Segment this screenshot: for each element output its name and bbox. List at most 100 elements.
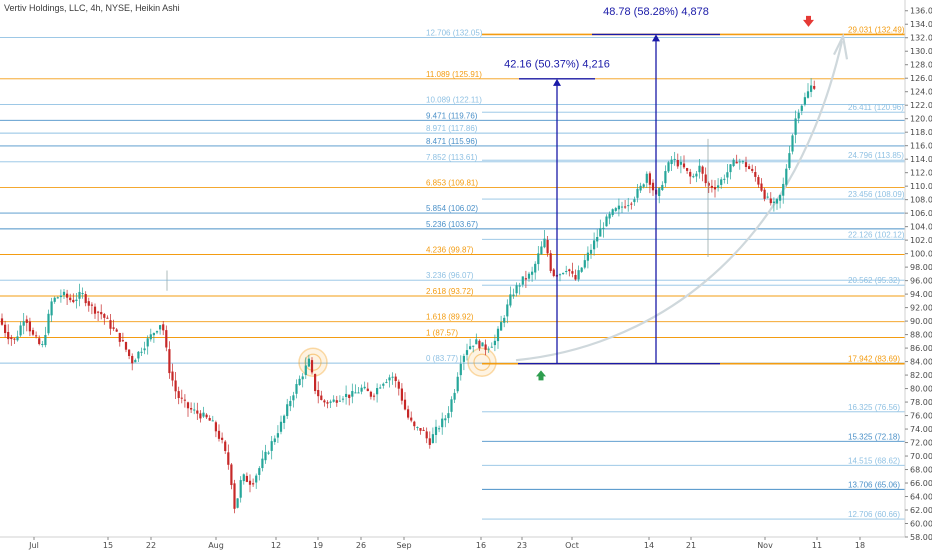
candle-body xyxy=(208,418,211,421)
candle-body xyxy=(50,301,53,316)
candle-body xyxy=(503,317,506,323)
candle-body xyxy=(775,198,779,204)
fib-level-label: 8.471 (115.96) xyxy=(426,137,478,146)
candle-body xyxy=(515,285,518,294)
fib-level-label: 13.706 (65.06) xyxy=(848,480,900,489)
candle-body xyxy=(307,358,310,367)
candle-body xyxy=(692,176,695,178)
candle-body xyxy=(611,209,614,216)
candle-body xyxy=(270,441,273,451)
y-tick-label: 94.00 xyxy=(910,290,932,299)
candle-body xyxy=(283,415,286,423)
x-tick-label: 23 xyxy=(517,541,527,550)
candle-body xyxy=(31,330,35,335)
candle-body xyxy=(276,433,279,438)
candle-body xyxy=(59,295,62,298)
candle-body xyxy=(732,159,735,167)
candle-body xyxy=(800,105,803,111)
candle-body xyxy=(255,475,258,483)
y-tick-label: 90.00 xyxy=(910,317,932,326)
candle-body xyxy=(431,434,434,443)
candle-body xyxy=(620,206,624,208)
candle-body xyxy=(348,394,351,399)
candle-body xyxy=(751,168,754,171)
candle-body xyxy=(540,246,543,255)
candle-body xyxy=(397,381,400,389)
x-tick-label: 14 xyxy=(644,541,654,550)
candle-body xyxy=(351,391,354,397)
candle-body xyxy=(84,294,87,304)
y-tick-label: 126.00 xyxy=(910,74,932,83)
candle-body xyxy=(326,402,329,404)
candle-body xyxy=(128,349,131,357)
candle-body xyxy=(211,420,214,422)
fib-level-label: 8.971 (117.86) xyxy=(426,124,478,133)
candle-body xyxy=(177,391,180,399)
candle-body xyxy=(369,391,372,397)
candle-body xyxy=(168,349,171,374)
candle-body xyxy=(605,216,608,227)
candle-body xyxy=(450,399,453,412)
candle-body xyxy=(633,199,636,203)
candle-body xyxy=(286,404,289,417)
candle-body xyxy=(301,376,304,380)
candle-body xyxy=(13,338,16,340)
y-tick-label: 116.00 xyxy=(910,142,932,151)
candle-body xyxy=(766,196,769,198)
candle-body xyxy=(769,198,772,204)
candle-body xyxy=(245,475,248,482)
candle-body xyxy=(763,189,766,199)
y-tick-label: 72.00 xyxy=(910,439,932,448)
fib-level-label: 5.854 (106.02) xyxy=(426,204,478,213)
projection-arc xyxy=(515,40,844,362)
candle-body xyxy=(682,163,686,168)
candle-body xyxy=(726,172,729,178)
candle-body xyxy=(549,253,552,271)
candle-body xyxy=(214,422,217,432)
candle-body xyxy=(137,351,140,359)
y-tick-label: 106.00 xyxy=(910,209,932,218)
candle-body xyxy=(4,324,7,334)
y-tick-label: 76.00 xyxy=(910,412,932,421)
y-tick-label: 108.00 xyxy=(910,196,932,205)
candle-body xyxy=(608,213,611,219)
candle-body xyxy=(447,413,450,419)
candle-body xyxy=(571,271,574,274)
candle-body xyxy=(140,351,143,353)
fib-level-label: 26.411 (120.96) xyxy=(848,103,904,112)
candle-body xyxy=(38,338,41,345)
y-tick-label: 104.00 xyxy=(910,223,932,232)
candle-body xyxy=(580,267,583,272)
candle-body xyxy=(639,185,642,191)
candle-body xyxy=(103,314,106,318)
fib-level-label: 6.853 (109.81) xyxy=(426,178,478,187)
x-tick-label: 15 xyxy=(103,541,113,550)
x-tick-label: Aug xyxy=(208,541,224,550)
candle-body xyxy=(524,278,527,280)
y-tick-label: 78.00 xyxy=(910,398,932,407)
candle-body xyxy=(252,483,255,485)
fib-level-label: 24.796 (113.85) xyxy=(848,151,904,160)
candle-body xyxy=(289,400,292,407)
candle-body xyxy=(735,161,738,164)
candle-body xyxy=(10,337,13,340)
candle-body xyxy=(196,410,199,414)
fib-level-label: 9.471 (119.76) xyxy=(426,111,478,120)
y-tick-label: 74.00 xyxy=(910,425,932,434)
y-tick-label: 66.00 xyxy=(910,479,932,488)
candle-body xyxy=(205,414,208,418)
y-tick-label: 118.00 xyxy=(910,128,932,137)
candle-body xyxy=(345,393,348,397)
fib-level-label: 10.089 (122.11) xyxy=(426,95,482,104)
candle-body xyxy=(190,408,193,410)
candle-body xyxy=(509,294,512,306)
candle-body xyxy=(456,376,459,392)
fib-level-label: 23.456 (108.09) xyxy=(848,190,905,199)
candle-body xyxy=(171,371,174,381)
candle-body xyxy=(341,398,345,400)
candle-body xyxy=(202,412,205,417)
candle-body xyxy=(304,365,307,375)
x-tick-label: 19 xyxy=(313,541,323,550)
chart-title: Vertiv Holdings, LLC, 4h, NYSE, Heikin A… xyxy=(4,3,180,13)
